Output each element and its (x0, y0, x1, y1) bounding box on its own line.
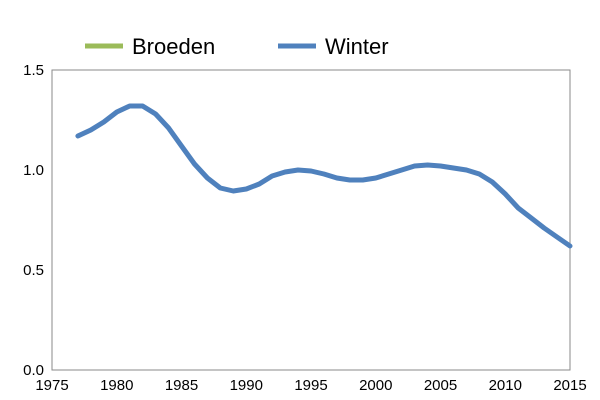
y-tick-label: 0.0 (23, 362, 44, 379)
series-line-winter (75, 103, 573, 249)
y-tick-label: 1.0 (23, 162, 44, 179)
legend: Broeden Winter (85, 34, 389, 59)
x-tick-label: 1980 (100, 377, 133, 394)
x-tick-label: 2015 (553, 377, 586, 394)
x-tick-label: 1975 (35, 377, 68, 394)
x-tick-label: 1985 (165, 377, 198, 394)
legend-label-winter: Winter (325, 34, 389, 59)
series-layer (75, 103, 573, 249)
plot-area (51, 69, 571, 371)
legend-label-broeden: Broeden (132, 34, 215, 59)
y-tick-label: 1.5 (23, 62, 44, 79)
y-tick-label: 0.5 (23, 262, 44, 279)
x-tick-label: 2000 (359, 377, 392, 394)
x-tick-label: 1990 (230, 377, 263, 394)
x-tick-label: 2010 (489, 377, 522, 394)
axis-labels: 1975 1980 1985 1990 1995 2000 2005 2010 2015 0.0 0… (23, 62, 587, 394)
x-tick-label: 1995 (294, 377, 327, 394)
x-tick-label: 2005 (424, 377, 457, 394)
